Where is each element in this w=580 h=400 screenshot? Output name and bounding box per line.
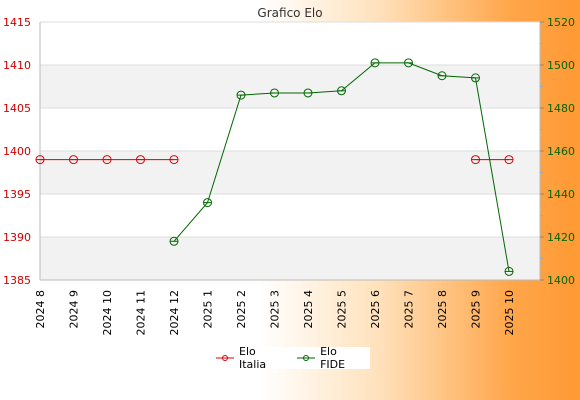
x-tick-label: 2025 9: [470, 290, 483, 329]
right-tick-label: 1420: [547, 231, 575, 244]
legend: Elo Italia Elo FIDE: [210, 345, 370, 371]
legend-swatch-italia: [216, 353, 234, 363]
right-tick-label: 1440: [547, 188, 575, 201]
right-tick-label: 1500: [547, 59, 575, 72]
x-tick-label: 2025 10: [503, 290, 516, 336]
right-tick-label: 1480: [547, 102, 575, 115]
x-tick-label: 2024 11: [135, 290, 148, 336]
x-tick-label: 2024 8: [34, 290, 47, 329]
left-tick-label: 1405: [3, 102, 31, 115]
x-tick-label: 2025 2: [235, 290, 248, 329]
x-tick-label: 2024 9: [68, 290, 81, 329]
left-tick-label: 1400: [3, 145, 31, 158]
legend-item-italia: Elo Italia: [216, 345, 285, 371]
plot-band: [40, 151, 540, 194]
x-tick-label: 2025 8: [436, 290, 449, 329]
right-tick-label: 1400: [547, 274, 575, 287]
x-tick-label: 2025 6: [369, 290, 382, 329]
left-tick-label: 1410: [3, 59, 31, 72]
x-tick-label: 2025 7: [403, 290, 416, 329]
x-tick-label: 2024 12: [168, 290, 181, 336]
legend-swatch-fide: [297, 353, 316, 363]
plot-band: [40, 237, 540, 280]
plot-band: [40, 108, 540, 151]
x-tick-label: 2025 5: [336, 290, 349, 329]
left-tick-label: 1385: [3, 274, 31, 287]
left-tick-label: 1390: [3, 231, 31, 244]
left-tick-label: 1395: [3, 188, 31, 201]
plot-band: [40, 65, 540, 108]
right-tick-label: 1520: [547, 16, 575, 29]
legend-label-italia: Elo Italia: [239, 345, 267, 371]
x-tick-label: 2025 1: [202, 290, 215, 329]
plot-band: [40, 194, 540, 237]
legend-label-fide: Elo FIDE: [320, 345, 346, 371]
legend-item-fide: Elo FIDE: [297, 345, 364, 371]
left-tick-label: 1415: [3, 16, 31, 29]
chart-title: Grafico Elo: [257, 6, 322, 20]
x-tick-label: 2024 10: [101, 290, 114, 336]
plot-band: [40, 22, 540, 65]
x-tick-label: 2025 3: [269, 290, 282, 329]
right-tick-label: 1460: [547, 145, 575, 158]
x-tick-label: 2025 4: [302, 290, 315, 329]
